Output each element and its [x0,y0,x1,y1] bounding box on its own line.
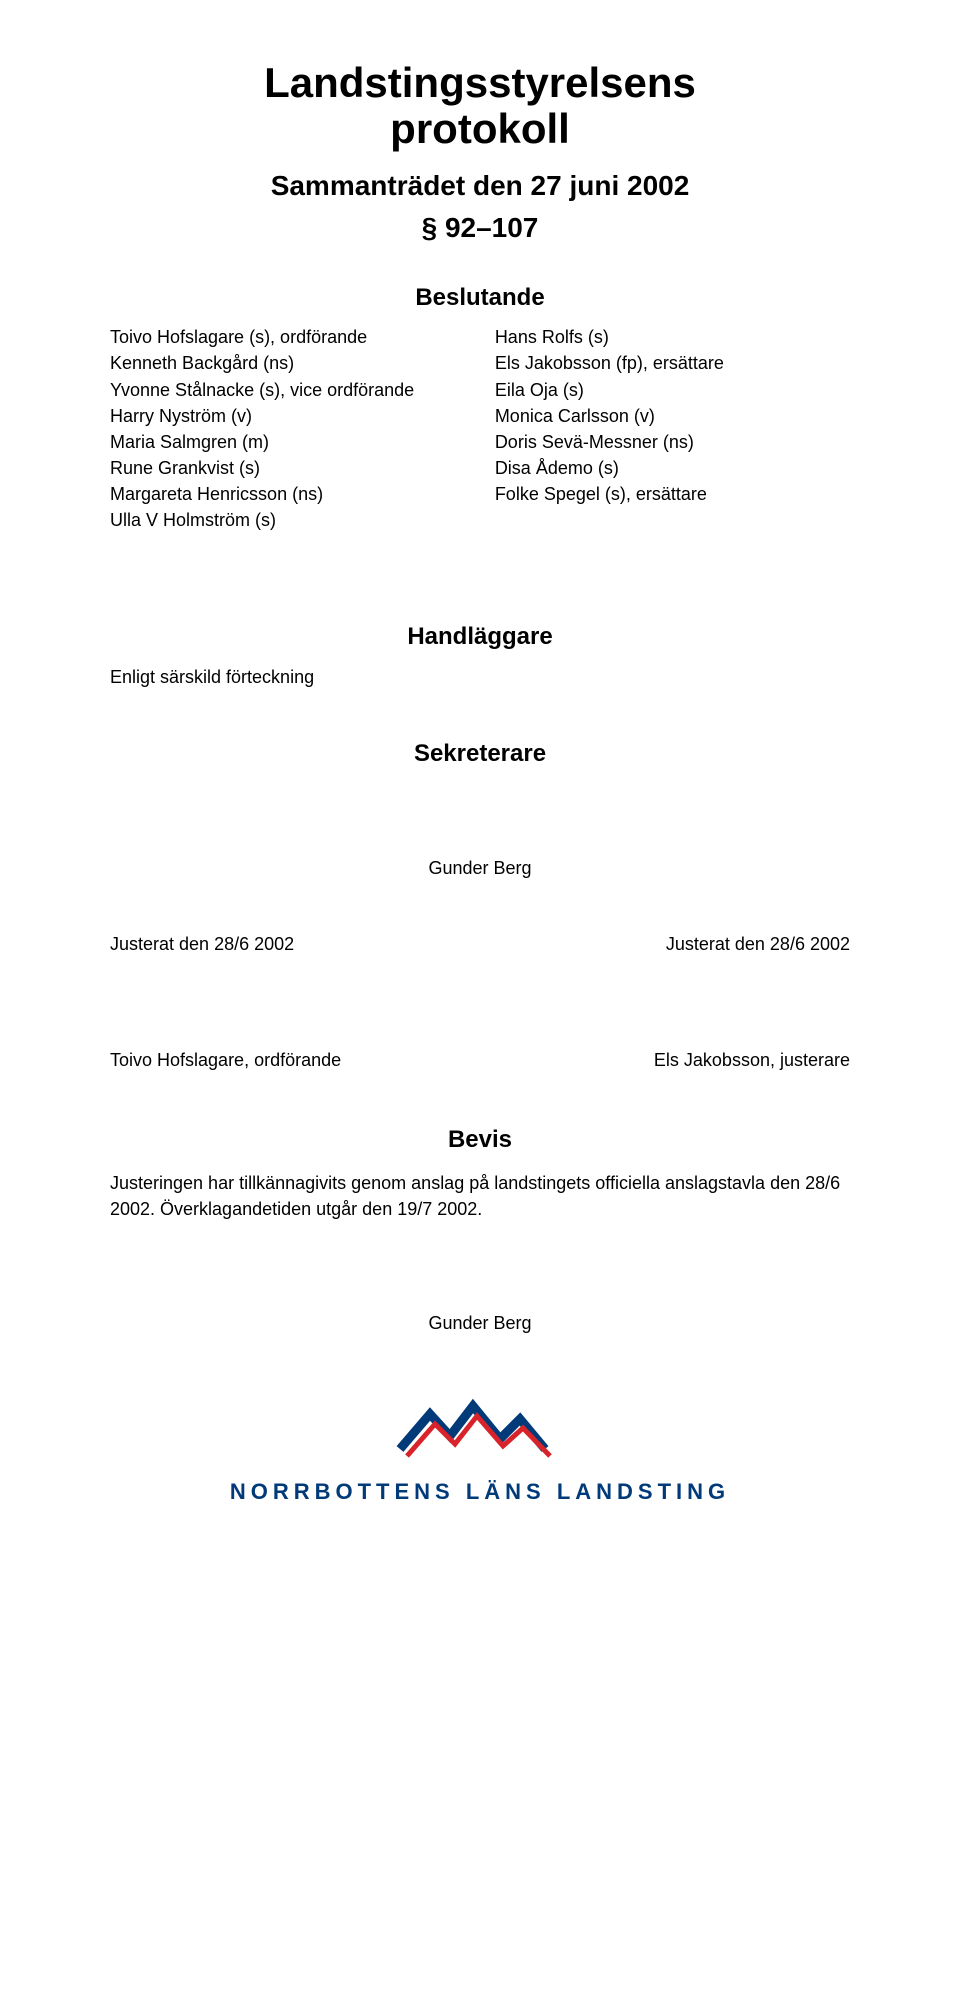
members-left-column: Toivo Hofslagare (s), ordförandeKenneth … [110,324,465,533]
handlaggare-block: Handläggare Enligt särskild förteckning [110,623,850,690]
member-entry: Maria Salmgren (m) [110,429,465,455]
sekreterare-name: Gunder Berg [110,858,850,879]
logo-text: NORRBOTTENS LÄNS LANDSTING [110,1479,850,1505]
members-columns: Toivo Hofslagare (s), ordförandeKenneth … [110,324,850,533]
logo-block: NORRBOTTENS LÄNS LANDSTING [110,1394,850,1505]
member-entry: Monica Carlsson (v) [495,403,850,429]
signer-right: Els Jakobsson, justerare [654,1050,850,1071]
member-entry: Doris Sevä-Messner (ns) [495,429,850,455]
footer-name: Gunder Berg [110,1313,850,1334]
member-entry: Hans Rolfs (s) [495,324,850,350]
member-entry: Eila Oja (s) [495,377,850,403]
member-entry: Toivo Hofslagare (s), ordförande [110,324,465,350]
handlaggare-heading: Handläggare [110,623,850,651]
justerat-right: Justerat den 28/6 2002 [666,934,850,955]
member-entry: Kenneth Backgård (ns) [110,350,465,376]
norrbotten-logo-icon [395,1394,565,1464]
member-entry: Harry Nyström (v) [110,403,465,429]
member-entry: Margareta Henricsson (ns) [110,481,465,507]
sekreterare-heading: Sekreterare [110,740,850,768]
meeting-subtitle: Sammanträdet den 27 juni 2002 [110,170,850,202]
bevis-heading: Bevis [110,1126,850,1154]
signer-left: Toivo Hofslagare, ordförande [110,1050,341,1071]
member-entry: Els Jakobsson (fp), ersättare [495,350,850,376]
justerat-left: Justerat den 28/6 2002 [110,934,294,955]
member-entry: Yvonne Stålnacke (s), vice ordförande [110,377,465,403]
title-line-2: protokoll [390,105,570,152]
members-right-column: Hans Rolfs (s)Els Jakobsson (fp), ersätt… [495,324,850,533]
document-page: Landstingsstyrelsens protokoll Sammanträ… [0,0,960,1545]
document-title: Landstingsstyrelsens protokoll [110,60,850,152]
member-entry: Folke Spegel (s), ersättare [495,481,850,507]
member-entry: Ulla V Holmström (s) [110,507,465,533]
member-entry: Disa Ådemo (s) [495,455,850,481]
signers-row: Toivo Hofslagare, ordförande Els Jakobss… [110,1050,850,1071]
handlaggare-text: Enligt särskild förteckning [110,665,850,690]
title-line-1: Landstingsstyrelsens [264,59,696,106]
member-entry: Rune Grankvist (s) [110,455,465,481]
section-range: § 92–107 [110,212,850,244]
bevis-text: Justeringen har tillkännagivits genom an… [110,1170,850,1222]
justerat-row: Justerat den 28/6 2002 Justerat den 28/6… [110,934,850,955]
beslutande-heading: Beslutande [110,284,850,312]
